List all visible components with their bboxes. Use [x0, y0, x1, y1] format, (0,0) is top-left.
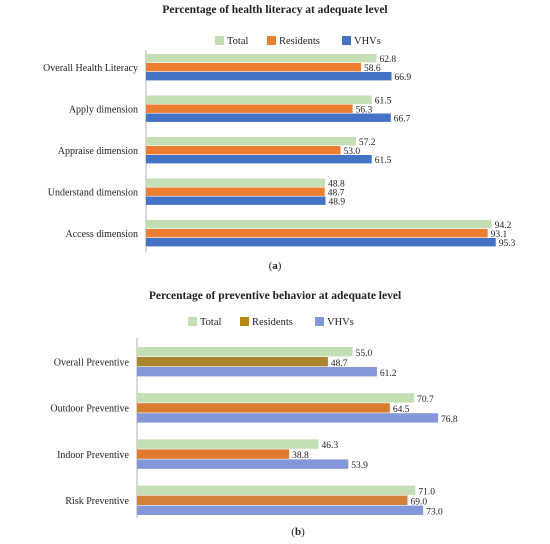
- data-label-total: 46.3: [321, 441, 338, 451]
- bar-total: [146, 137, 356, 146]
- bar-vhvs: [146, 72, 392, 81]
- data-label-total: 55.0: [356, 349, 373, 359]
- chart-b-legend: Total Residents VHVs: [188, 317, 354, 328]
- data-label-residents: 53.0: [344, 147, 361, 157]
- legend-label-residents: Residents: [252, 317, 293, 328]
- legend-label-residents: Residents: [279, 36, 320, 47]
- category-label: Risk Preventive: [65, 496, 129, 507]
- category-label: Appraise dimension: [58, 146, 138, 157]
- legend-label-total: Total: [227, 36, 249, 47]
- data-label-vhvs: 95.3: [499, 239, 516, 249]
- chart-a-title: Percentage of health literacy at adequat…: [162, 4, 387, 16]
- data-label-residents: 56.3: [356, 105, 373, 115]
- chart-a-legend: Total Residents VHVs: [215, 36, 381, 47]
- bar-total: [146, 95, 372, 104]
- legend-label-vhvs: VHVs: [327, 317, 354, 328]
- bar-total: [137, 485, 416, 495]
- data-label-vhvs: 61.5: [375, 156, 392, 166]
- category-label: Apply dimension: [69, 105, 138, 116]
- bar-residents: [146, 187, 325, 196]
- category-label: Overall Health Literacy: [43, 63, 138, 74]
- data-label-residents: 64.5: [393, 405, 410, 415]
- bar-total: [146, 220, 492, 229]
- bar-vhvs: [146, 196, 326, 205]
- bar-vhvs: [137, 459, 349, 469]
- legend-swatch-residents: [267, 36, 276, 45]
- data-label-total: 71.0: [418, 487, 435, 497]
- data-label-vhvs: 66.9: [395, 73, 412, 83]
- bar-total: [137, 393, 415, 403]
- bar-vhvs: [137, 367, 377, 377]
- data-label-vhvs: 61.2: [380, 369, 397, 379]
- data-label-total: 61.5: [375, 96, 392, 106]
- bar-vhvs: [146, 155, 372, 164]
- bar-residents: [137, 403, 390, 413]
- chart-b-title: Percentage of preventive behavior at ade…: [149, 290, 401, 302]
- data-label-residents: 48.7: [331, 359, 348, 369]
- bar-vhvs: [146, 113, 391, 122]
- data-label-total: 70.7: [417, 395, 434, 405]
- data-label-total: 62.8: [379, 55, 396, 65]
- chart-a-caption-letter: a: [272, 260, 278, 272]
- category-label: Access dimension: [66, 229, 139, 240]
- legend-swatch-total: [188, 317, 197, 326]
- bar-total: [137, 347, 353, 357]
- legend-swatch-vhvs: [342, 36, 351, 45]
- legend-label-vhvs: VHVs: [354, 36, 381, 47]
- chart-b: Percentage of preventive behavior at ade…: [50, 290, 458, 538]
- data-label-total: 57.2: [359, 138, 376, 148]
- chart-a-bars: Overall Health Literacy 62.858.6 66.9 Apply…: [43, 54, 516, 249]
- legend-swatch-vhvs: [315, 317, 324, 326]
- legend-swatch-total: [215, 36, 224, 45]
- bar-residents: [146, 229, 488, 238]
- data-label-residents: 38.8: [292, 451, 309, 461]
- bar-residents: [146, 63, 362, 72]
- bar-residents: [137, 357, 328, 367]
- data-label-vhvs: 48.9: [328, 197, 345, 207]
- bar-vhvs: [137, 505, 424, 515]
- category-label: Overall Preventive: [54, 358, 130, 369]
- category-label: Indoor Preventive: [57, 450, 129, 461]
- data-label-residents: 93.1: [491, 230, 508, 240]
- data-label-vhvs: 66.7: [394, 114, 411, 124]
- data-label-residents: 69.0: [410, 497, 427, 507]
- bar-total: [146, 54, 377, 63]
- bar-total: [137, 439, 319, 449]
- data-label-total: 94.2: [495, 221, 512, 231]
- data-label-residents: 48.7: [328, 188, 345, 198]
- data-label-total: 48.8: [328, 179, 345, 189]
- data-label-vhvs: 76.8: [441, 415, 458, 425]
- chart-a: Percentage of health literacy at adequat…: [43, 4, 516, 272]
- category-label: Outdoor Preventive: [50, 404, 129, 415]
- chart-a-caption: (a): [269, 260, 282, 272]
- bar-residents: [146, 146, 341, 155]
- data-label-vhvs: 53.9: [351, 461, 368, 471]
- legend-swatch-residents: [240, 317, 249, 326]
- legend-label-total: Total: [200, 317, 222, 328]
- chart-b-caption-letter: b: [295, 526, 301, 538]
- bar-vhvs: [146, 238, 496, 247]
- bar-vhvs: [137, 413, 439, 423]
- data-label-residents: 58.6: [364, 64, 381, 74]
- bar-residents: [146, 104, 353, 113]
- bar-total: [146, 178, 326, 187]
- chart-b-caption: (b): [291, 526, 305, 538]
- data-label-vhvs: 73.0: [426, 507, 443, 517]
- bar-residents: [137, 449, 290, 459]
- category-label: Understand dimension: [48, 188, 138, 199]
- chart-b-bars: Overall Preventive 55.0 48.7 61.2 Outdoor Pr…: [50, 347, 458, 517]
- bar-residents: [137, 495, 408, 505]
